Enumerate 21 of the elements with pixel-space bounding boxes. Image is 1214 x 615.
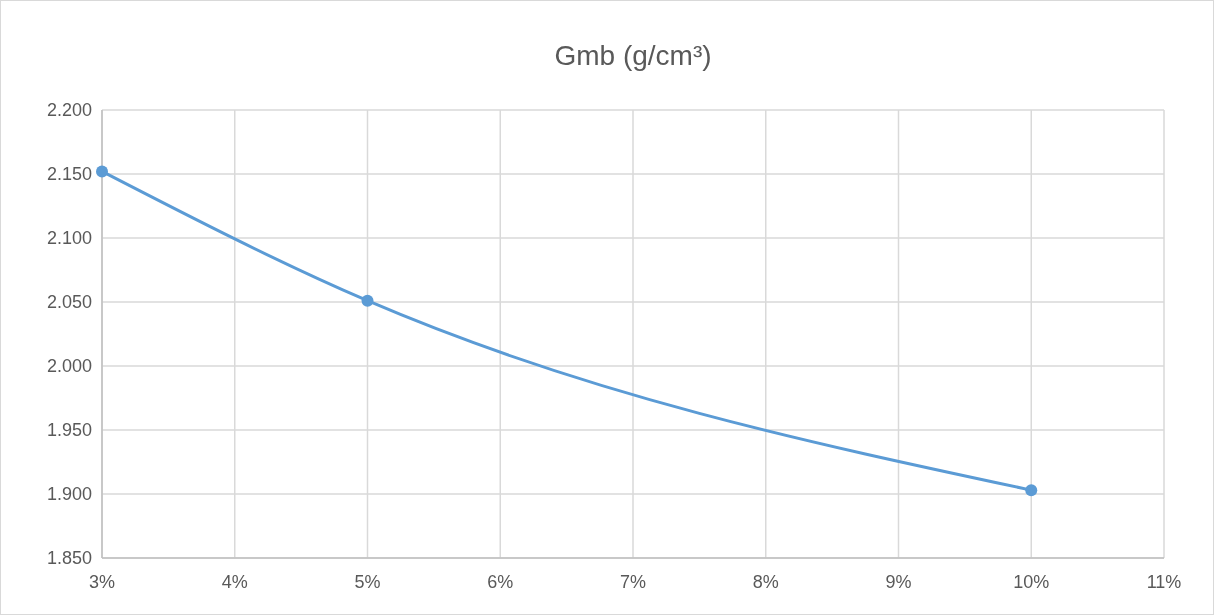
x-tick-label: 5%	[354, 572, 381, 592]
x-tick-label: 4%	[221, 572, 248, 592]
x-tick-label: 3%	[88, 572, 116, 592]
y-tick-label: 2.150	[46, 164, 92, 184]
x-tick-label: 9%	[885, 572, 912, 592]
y-tick-label: 2.050	[46, 292, 92, 312]
chart-title: Gmb (g/cm³)	[554, 40, 712, 71]
y-tick-label: 1.850	[46, 548, 92, 568]
point	[361, 294, 374, 307]
x-tick-label: 7%	[619, 572, 647, 592]
point	[96, 165, 108, 178]
point	[1025, 484, 1038, 497]
x-tick-label: 8%	[752, 572, 779, 592]
y-tick-label: 2.200	[46, 100, 92, 120]
y-tick-label: 2.000	[46, 356, 92, 376]
x-tick-label: 11%	[1146, 572, 1182, 592]
y-tick-label: 1.950	[46, 420, 92, 440]
y-tick-label: 2.100	[46, 228, 92, 248]
x-tick-label: 6%	[487, 572, 514, 592]
y-tick-label: 1.900	[46, 484, 92, 504]
x-tick-label: 10%	[1013, 572, 1050, 592]
